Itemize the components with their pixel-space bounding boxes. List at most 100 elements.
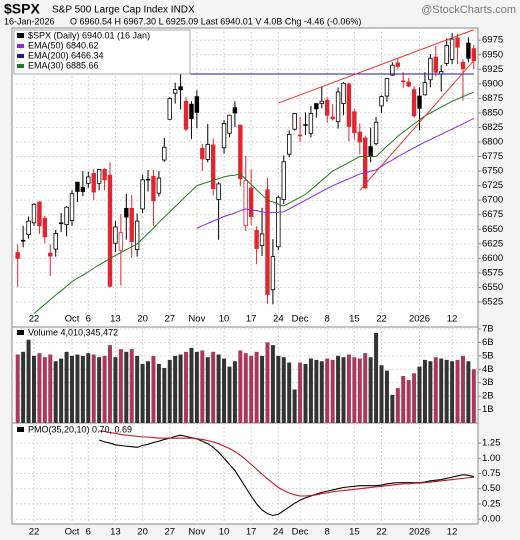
candle-body <box>200 148 205 160</box>
x-tick-label: 13 <box>110 314 121 325</box>
volume-bar <box>124 351 129 423</box>
legend-swatch <box>17 33 24 38</box>
volume-bar <box>178 354 183 423</box>
candle-body <box>368 146 373 157</box>
volume-bar <box>238 350 243 423</box>
volume-bar <box>254 351 259 423</box>
volume-bar <box>21 351 26 423</box>
volume-bar <box>450 361 455 423</box>
x-tick-label: 12 <box>447 527 458 538</box>
candle-body <box>449 38 455 60</box>
volume-bar <box>15 354 20 423</box>
y-tick-label: 6625 <box>482 238 503 249</box>
volume-bar <box>314 359 319 423</box>
volume-bar <box>374 333 379 423</box>
y-tick-label: 7B <box>482 324 494 335</box>
candle-body <box>384 78 390 97</box>
volume-bar <box>412 373 417 423</box>
volume-bar <box>167 359 172 423</box>
volume-bar <box>227 366 232 423</box>
volume-bar <box>428 361 433 423</box>
candle-body <box>352 111 357 134</box>
y-tick-label: 1B <box>482 404 494 415</box>
volume-bar <box>216 354 221 423</box>
candle-body <box>20 239 26 242</box>
y-tick-label: 5B <box>482 350 494 361</box>
volume-bar <box>308 358 313 423</box>
candle-body <box>227 114 232 134</box>
volume-bar <box>211 351 216 423</box>
volume-bar <box>298 362 303 423</box>
candle-body <box>401 80 406 83</box>
volume-bar <box>194 351 199 423</box>
legend-swatch <box>17 427 24 432</box>
volume-bar <box>466 361 471 423</box>
volume-bar <box>422 359 427 423</box>
volume-bar <box>108 345 113 423</box>
ema-line <box>33 91 475 314</box>
volume-bar <box>444 359 449 423</box>
candle-body <box>210 144 216 189</box>
legend-entry: EMA(50) 6840.62 <box>28 40 99 50</box>
volume-bar <box>162 367 167 423</box>
candle-body <box>363 137 368 189</box>
volume-bar <box>156 363 161 423</box>
chart-title: S&P 500 Large Cap Index INDX <box>52 5 195 16</box>
volume-bar <box>357 358 362 423</box>
x-tick-label: 2026 <box>409 527 430 538</box>
x-tick-label: 2026 <box>409 314 430 325</box>
candle-body <box>444 45 449 64</box>
candle-body <box>96 168 102 184</box>
y-tick-label: 3B <box>482 377 494 388</box>
volume-bar <box>417 366 422 423</box>
x-tick-label: 8 <box>325 527 330 538</box>
y-tick-label: 0.50 <box>482 483 501 494</box>
volume-bar <box>368 357 373 423</box>
candle-body <box>156 177 162 194</box>
x-tick-label: 22 <box>29 527 40 538</box>
y-tick-label: 6675 <box>482 209 503 220</box>
candle-body <box>216 183 221 201</box>
candle-body <box>15 252 20 259</box>
y-tick-label: 0.75 <box>482 468 501 479</box>
volume-bar <box>189 347 194 423</box>
candle-body <box>172 89 178 94</box>
candle-body <box>232 107 238 114</box>
volume-bar <box>113 357 118 423</box>
volume-bar <box>86 353 91 423</box>
candle-body <box>303 124 308 126</box>
volume-bar <box>53 361 58 423</box>
volume-bar <box>319 361 324 423</box>
indicator-line <box>98 434 474 517</box>
candle-body <box>194 96 200 113</box>
volume-bar <box>471 369 476 423</box>
y-tick-label: 6700 <box>482 195 503 206</box>
y-tick-label: 4B <box>482 364 494 375</box>
trend-line <box>278 29 474 104</box>
y-tick-label: 6800 <box>482 137 503 148</box>
indicator-line <box>99 430 474 497</box>
y-tick-label: 6775 <box>482 151 503 162</box>
candle-body <box>466 42 471 59</box>
volume-bar <box>276 355 281 423</box>
candle-body <box>270 256 276 291</box>
y-tick-label: 6825 <box>482 122 503 133</box>
candle-body <box>145 178 151 181</box>
y-tick-label: 6600 <box>482 253 503 264</box>
candle-body <box>140 179 145 210</box>
candle-body <box>151 175 156 202</box>
volume-bar <box>232 361 237 423</box>
candle-body <box>134 220 140 251</box>
x-tick-label: 8 <box>325 314 330 325</box>
symbol: $SPX <box>4 1 40 17</box>
legend-swatch <box>17 54 24 58</box>
legend-entry: $SPX (Daily) 6940.01 (16 Jan) <box>28 30 150 40</box>
candle-body <box>417 95 422 109</box>
candle-body <box>80 186 86 192</box>
candle-body <box>58 222 64 225</box>
volume-bar <box>433 357 438 423</box>
x-tick-label: 6 <box>86 314 91 325</box>
x-tick-label: 20 <box>137 527 148 538</box>
quote-date: 16-Jan-2026 <box>4 16 55 26</box>
volume-bar <box>439 358 444 423</box>
